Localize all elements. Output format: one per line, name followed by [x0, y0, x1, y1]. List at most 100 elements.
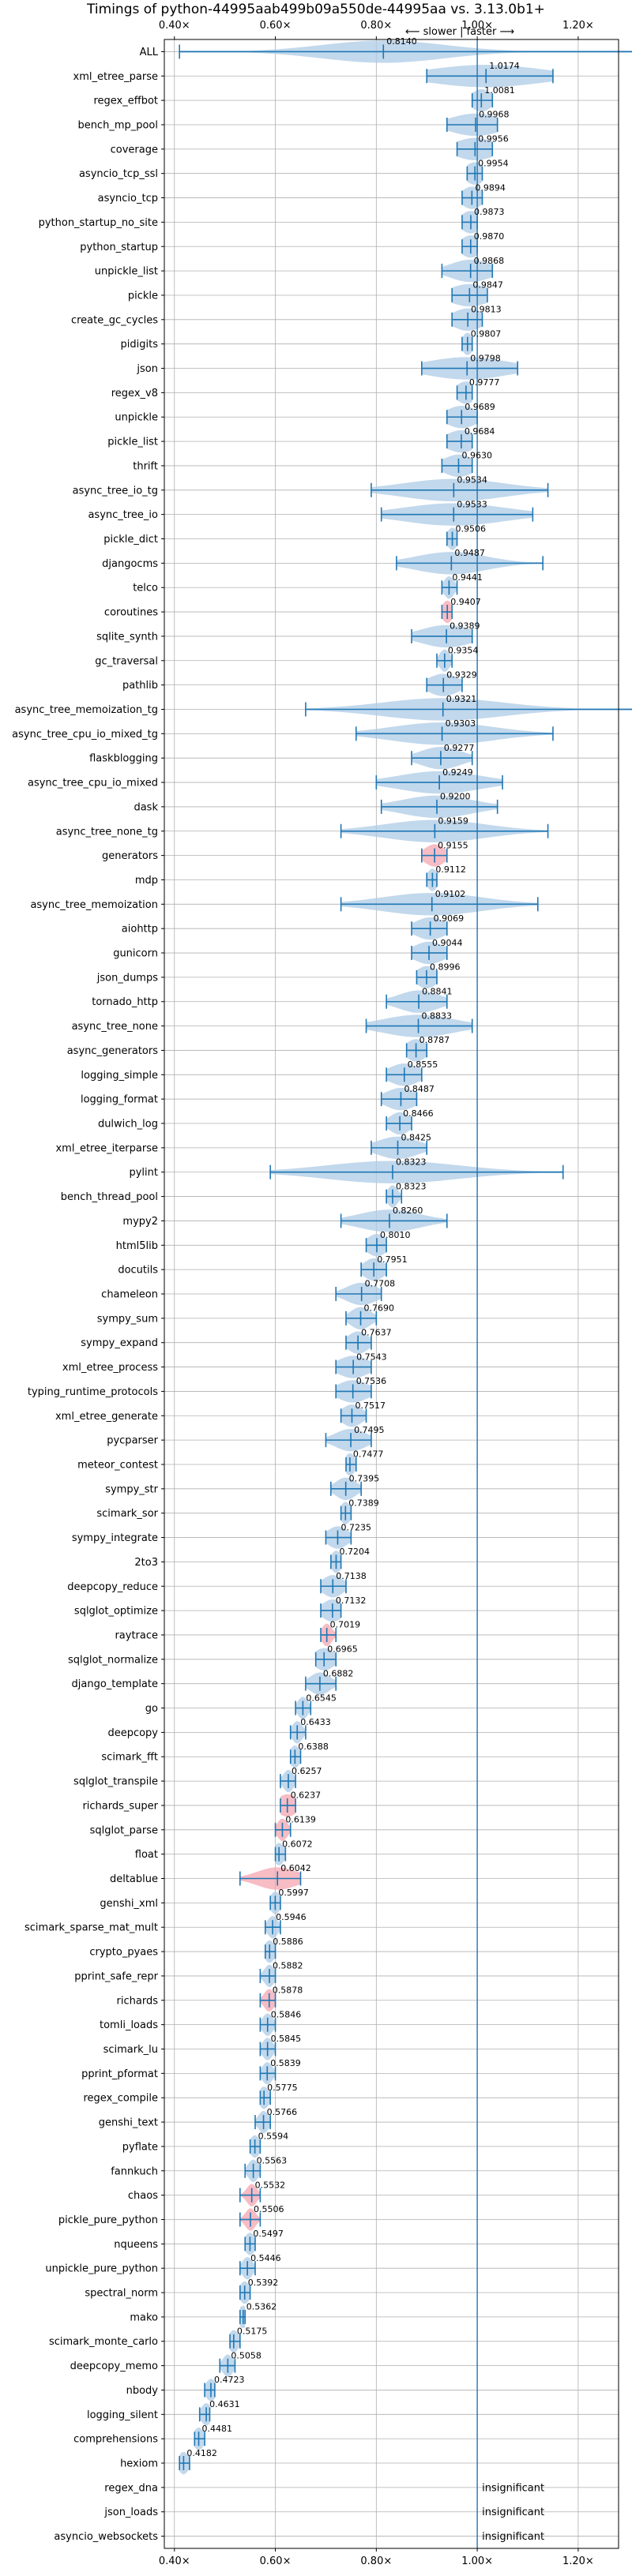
value-label-python-startup-no-site: 0.9873 [474, 207, 505, 217]
value-label-xml-etree-parse: 1.0174 [489, 61, 520, 71]
y-tick-label-generators: generators [102, 850, 158, 862]
y-tick-label-aiohttp: aiohttp [122, 924, 158, 936]
y-tick-label-float: float [135, 1849, 158, 1861]
value-label-dask: 0.9200 [440, 792, 471, 802]
y-tick-label-deepcopy: deepcopy [107, 1727, 158, 1739]
value-label-regex-effbot: 1.0081 [484, 85, 515, 96]
y-tick-label-pycparser: pycparser [107, 1435, 158, 1447]
value-label-deepcopy: 0.6433 [300, 1717, 331, 1727]
x-tick-label-top: 1.00× [461, 20, 493, 32]
y-tick-label-gunicorn: gunicorn [113, 948, 158, 960]
value-label-nbody: 0.4723 [214, 2375, 245, 2385]
value-label-pathlib: 0.9329 [446, 669, 477, 680]
value-label-async-tree-none-tg: 0.9159 [438, 816, 468, 827]
x-tick-label-bottom: 0.40× [159, 2555, 190, 2567]
y-tick-label-async-tree-io: async_tree_io [88, 509, 158, 521]
y-tick-label-chameleon: chameleon [101, 1289, 158, 1301]
y-tick-label-pickle-dict: pickle_dict [103, 534, 158, 546]
y-tick-label-logging-format: logging_format [81, 1094, 158, 1106]
value-label-float: 0.6072 [282, 1839, 313, 1849]
value-label-richards: 0.5878 [273, 1985, 303, 1996]
y-tick-label-telco: telco [133, 583, 158, 594]
x-tick-label-bottom: 1.00× [461, 2555, 493, 2567]
value-label-deepcopy-reduce: 0.7138 [336, 1571, 367, 1581]
value-label-sqlglot-transpile: 0.6257 [292, 1766, 322, 1776]
value-label-typing-runtime-protocols: 0.7536 [356, 1376, 387, 1386]
value-label-async-tree-memoization: 0.9102 [435, 889, 466, 899]
y-tick-label-sqlglot-transpile: sqlglot_transpile [73, 1776, 158, 1788]
y-tick-label-sqlglot-optimize: sqlglot_optimize [74, 1606, 158, 1618]
value-label-sympy-str: 0.7395 [349, 1474, 380, 1484]
y-tick-label-pathlib: pathlib [122, 680, 158, 692]
value-label-spectral-norm: 0.5392 [248, 2278, 279, 2288]
insignificant-label-regex-dna: insignificant [482, 2482, 544, 2494]
value-label-chaos: 0.5532 [255, 2180, 286, 2190]
value-label-go: 0.6545 [306, 1693, 337, 1703]
y-tick-label-meteor-contest: meteor_contest [77, 1459, 158, 1471]
direction-label: ⟵ slower | faster ⟶ [405, 26, 514, 38]
y-tick-label-nbody: nbody [126, 2385, 159, 2397]
value-label-pprint-pformat: 0.5839 [270, 2058, 301, 2068]
value-label-mako: 0.5362 [246, 2302, 277, 2312]
y-tick-label-sympy-sum: sympy_sum [97, 1313, 158, 1325]
value-label-deepcopy-memo: 0.5058 [231, 2350, 261, 2360]
y-tick-label-crypto-pyaes: crypto_pyaes [89, 1947, 158, 1959]
value-label-unpickle: 0.9689 [465, 402, 495, 412]
value-label-json-dumps: 0.8996 [430, 962, 461, 973]
y-tick-label-async-tree-cpu-io-mixed-tg: async_tree_cpu_io_mixed_tg [12, 729, 158, 741]
y-tick-label-async-tree-none-tg: async_tree_none_tg [56, 826, 158, 838]
y-tick-label-scimark-lu: scimark_lu [103, 2044, 158, 2056]
y-tick-label-json-loads: json_loads [103, 2507, 158, 2518]
y-tick-label-sympy-integrate: sympy_integrate [72, 1532, 158, 1544]
y-tick-label-django-template: django_template [72, 1678, 158, 1690]
value-label-2to3: 0.7204 [339, 1547, 370, 1557]
y-tick-label-deepcopy-memo: deepcopy_memo [70, 2360, 158, 2372]
value-label-logging-simple: 0.8555 [408, 1059, 438, 1070]
value-label-scimark-sor: 0.7389 [348, 1498, 379, 1508]
y-tick-label-unpickle-pure-python: unpickle_pure_python [45, 2263, 158, 2275]
y-tick-label-pylint: pylint [129, 1167, 158, 1179]
value-label-pidigits: 0.9807 [471, 328, 502, 339]
value-label-async-generators: 0.8787 [419, 1035, 450, 1045]
y-tick-label-sqlite-synth: sqlite_synth [96, 631, 158, 643]
value-label-coverage: 0.9956 [478, 134, 509, 144]
value-label-scimark-sparse-mat-mult: 0.5946 [276, 1912, 307, 1922]
y-tick-label-raytrace: raytrace [115, 1629, 158, 1641]
value-label-docutils: 0.7951 [377, 1254, 407, 1265]
value-label-telco: 0.9441 [452, 572, 483, 583]
value-labels: 0.8140 1.0174 1.0081 0.9968 0.9956 0.9954 0.98… [186, 36, 544, 2543]
y-tick-label-create-gc-cycles: create_gc_cycles [71, 314, 158, 326]
value-label-asyncio-tcp: 0.9894 [475, 182, 506, 193]
y-tick-label-pprint-pformat: pprint_pformat [81, 2068, 158, 2080]
value-label-async-tree-none: 0.8833 [422, 1011, 453, 1021]
value-label-pycparser: 0.7495 [354, 1425, 385, 1435]
y-tick-label-pickle-pure-python: pickle_pure_python [58, 2214, 158, 2226]
value-label-regex-v8: 0.9777 [469, 377, 500, 388]
value-label-mypy2: 0.8260 [393, 1206, 423, 1216]
y-tick-label-dulwich-log: dulwich_log [98, 1119, 158, 1131]
y-tick-label-coverage: coverage [111, 144, 158, 156]
y-axis-tick-labels: ALL xml_etree_parse regex_effbot bench_mp_p… [12, 47, 164, 2543]
y-tick-label-scimark-sor: scimark_sor [96, 1508, 158, 1520]
value-label-pickle: 0.9847 [472, 280, 503, 291]
value-label-sqlite-synth: 0.9389 [450, 621, 480, 632]
value-label-sympy-integrate: 0.7235 [340, 1522, 371, 1532]
y-tick-label-dask: dask [134, 801, 158, 813]
value-label-all: 0.8140 [386, 36, 417, 47]
y-tick-label-pyflate: pyflate [122, 2141, 158, 2153]
value-label-coroutines: 0.9407 [450, 597, 481, 607]
y-tick-label-flaskblogging: flaskblogging [89, 753, 158, 765]
y-tick-label-all: ALL [140, 47, 159, 58]
y-tick-label-regex-v8: regex_v8 [111, 388, 158, 399]
value-label-scimark-lu: 0.5845 [271, 2034, 302, 2044]
y-tick-label-unpickle: unpickle [115, 412, 158, 424]
value-label-raytrace: 0.7019 [330, 1620, 361, 1630]
y-tick-label-chaos: chaos [128, 2190, 158, 2202]
value-label-bench-mp-pool: 0.9968 [479, 110, 510, 120]
x-tick-label-top: 1.20× [562, 20, 594, 32]
y-tick-label-go: go [145, 1703, 158, 1715]
y-tick-label-hexiom: hexiom [120, 2458, 158, 2470]
error-bars [179, 44, 632, 2471]
y-tick-label-sympy-str: sympy_str [105, 1483, 158, 1495]
